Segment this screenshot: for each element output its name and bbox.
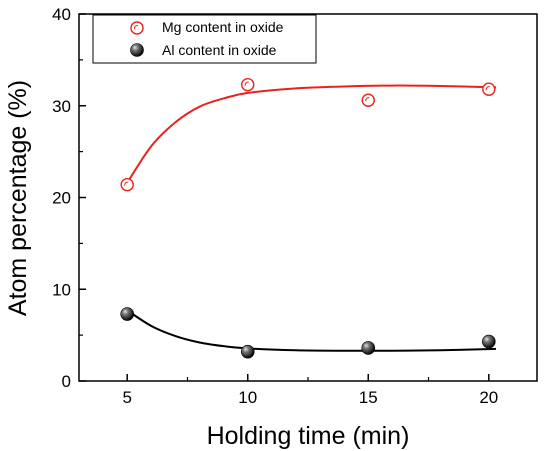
data-point-al <box>361 341 376 355</box>
legend-label-al: Al content in oxide <box>162 42 277 58</box>
y-tick-label: 10 <box>52 280 71 299</box>
legend-marker-mg <box>130 21 144 35</box>
y-tick-label: 20 <box>52 189 71 208</box>
data-point-al <box>481 334 496 349</box>
x-tick-label: 5 <box>122 388 131 407</box>
legend: Mg content in oxide Al content in oxide <box>92 14 317 64</box>
legend-box <box>92 14 317 64</box>
legend-symbol <box>130 43 144 57</box>
y-tick-label: 40 <box>52 5 71 24</box>
legend-label-mg: Mg content in oxide <box>162 19 284 35</box>
data-point-mg <box>361 93 375 107</box>
fit-line-al <box>126 309 497 352</box>
points-layer <box>120 77 496 359</box>
ticks-layer: 5 10 15 20 0 10 20 30 40 <box>52 5 498 407</box>
plot-area <box>78 13 538 382</box>
data-point-mg <box>482 82 496 96</box>
data-point-al <box>240 344 255 359</box>
data-point-al <box>120 307 135 321</box>
x-tick-label: 20 <box>479 388 498 407</box>
x-tick-label: 15 <box>359 388 378 407</box>
x-tick-label: 10 <box>238 388 257 407</box>
y-axis-title: Atom percentage (%) <box>4 80 32 316</box>
legend-marker-al <box>130 43 144 57</box>
x-axis-title: Holding time (min) <box>207 422 410 450</box>
y-tick-label: 0 <box>62 372 71 391</box>
data-point-mg <box>241 77 255 92</box>
fit-lines-layer <box>126 84 497 352</box>
y-tick-label: 30 <box>52 97 71 116</box>
legend-symbol <box>130 21 144 35</box>
data-point-mg <box>120 177 134 192</box>
fit-line-mg <box>126 84 497 184</box>
